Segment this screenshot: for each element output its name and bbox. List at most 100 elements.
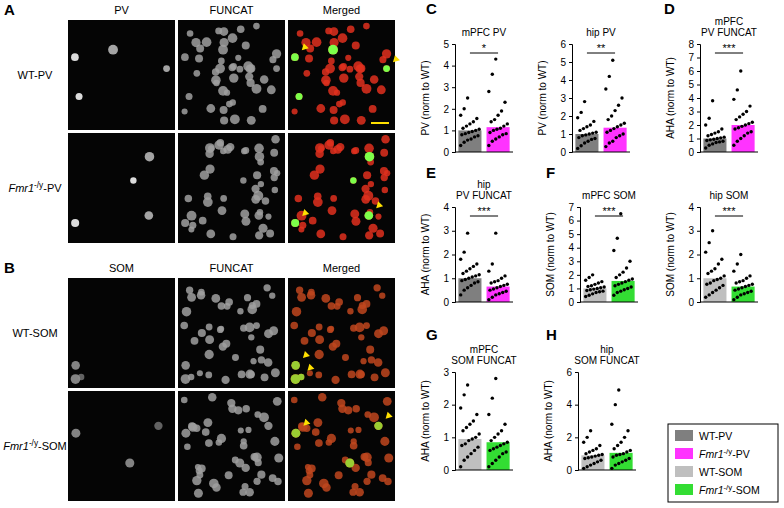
nucleus bbox=[352, 41, 360, 49]
data-point bbox=[598, 290, 601, 293]
micrograph-background bbox=[288, 391, 395, 501]
data-point bbox=[617, 104, 620, 107]
y-axis: 0123 bbox=[443, 367, 455, 476]
data-point bbox=[722, 274, 725, 277]
data-point bbox=[495, 286, 498, 289]
chart-title: hip bbox=[477, 179, 491, 190]
data-point bbox=[466, 286, 469, 289]
legend-label: Fmr1-/y-PV bbox=[699, 447, 750, 460]
y-axis-line bbox=[697, 45, 701, 153]
y-tick-label: 1 bbox=[568, 283, 574, 294]
nucleus bbox=[308, 464, 316, 472]
data-point bbox=[626, 287, 629, 290]
legend-swatch bbox=[675, 448, 693, 459]
nucleus bbox=[355, 427, 361, 433]
data-point bbox=[618, 453, 621, 456]
data-point bbox=[493, 118, 496, 121]
data-point bbox=[590, 138, 593, 141]
micrograph-background bbox=[178, 278, 285, 388]
data-point bbox=[706, 272, 709, 275]
image-column-title: Merged bbox=[323, 262, 360, 274]
micrograph-background bbox=[288, 20, 395, 130]
plot-area bbox=[581, 388, 632, 470]
data-point bbox=[739, 293, 742, 296]
nucleus bbox=[182, 307, 191, 316]
nucleus bbox=[181, 429, 190, 438]
data-point bbox=[502, 124, 505, 127]
y-tick-mark bbox=[575, 470, 578, 471]
nucleus bbox=[220, 195, 227, 202]
labeled-cell bbox=[364, 211, 373, 220]
data-point bbox=[496, 114, 499, 117]
data-point bbox=[593, 283, 596, 286]
data-point bbox=[620, 96, 623, 99]
nucleus bbox=[193, 425, 200, 432]
nucleus bbox=[307, 291, 316, 300]
data-point bbox=[467, 277, 470, 280]
plot-area bbox=[458, 377, 509, 470]
data-point bbox=[621, 460, 624, 463]
y-tick-mark bbox=[452, 152, 455, 153]
plot-area bbox=[703, 229, 754, 302]
data-point bbox=[462, 107, 465, 110]
data-point bbox=[588, 450, 591, 453]
micrograph bbox=[68, 391, 175, 501]
data-point bbox=[474, 129, 477, 132]
y-tick-mark bbox=[697, 255, 700, 256]
data-point bbox=[711, 291, 714, 294]
data-point bbox=[592, 287, 595, 290]
nucleus bbox=[270, 149, 278, 157]
y-tick-label: 6 bbox=[568, 215, 574, 226]
nucleus bbox=[256, 346, 264, 354]
figure: APVFUNCATMergedWT-PVFmr1-/y-PVBSOMFUNCAT… bbox=[0, 0, 784, 508]
data-point bbox=[717, 262, 720, 265]
data-point bbox=[499, 444, 502, 447]
data-point bbox=[705, 282, 708, 285]
data-point bbox=[500, 277, 503, 280]
y-tick: 2 bbox=[560, 111, 572, 122]
y-tick-mark bbox=[697, 231, 700, 232]
x-axis-line bbox=[700, 152, 758, 153]
nucleus bbox=[182, 108, 188, 114]
nucleus bbox=[215, 27, 222, 34]
y-tick-label: 1 bbox=[688, 273, 694, 284]
y-tick: 1 bbox=[443, 273, 455, 284]
data-point bbox=[473, 281, 476, 284]
significance-label: *** bbox=[478, 205, 492, 217]
y-tick-mark bbox=[569, 98, 572, 99]
y-tick-label: 4 bbox=[568, 242, 574, 253]
nucleus bbox=[294, 443, 301, 450]
y-axis-line bbox=[575, 373, 579, 471]
nucleus bbox=[380, 149, 388, 157]
nucleus bbox=[340, 233, 347, 240]
nucleus bbox=[226, 143, 234, 151]
micrograph bbox=[178, 20, 285, 130]
y-tick-label: 5 bbox=[568, 229, 574, 240]
nucleus bbox=[214, 140, 223, 149]
nucleus bbox=[191, 38, 200, 47]
y-tick-mark bbox=[452, 278, 455, 279]
nucleus bbox=[197, 370, 203, 376]
data-point bbox=[711, 99, 714, 102]
data-point bbox=[710, 269, 713, 272]
nucleus bbox=[264, 329, 273, 338]
labeled-cell bbox=[71, 429, 80, 438]
chart-title: mPFC bbox=[715, 16, 743, 27]
nucleus bbox=[273, 397, 282, 406]
y-tick-mark bbox=[577, 248, 580, 249]
x-axis-line bbox=[580, 302, 638, 303]
nucleus bbox=[360, 358, 366, 364]
nucleus bbox=[191, 337, 199, 345]
data-point bbox=[593, 137, 596, 140]
significance-label: * bbox=[482, 42, 487, 54]
data-point bbox=[608, 75, 611, 78]
nucleus bbox=[187, 30, 194, 37]
y-tick: 2 bbox=[688, 249, 700, 260]
y-tick: 4 bbox=[568, 242, 580, 253]
y-tick: 5 bbox=[568, 229, 580, 240]
nucleus bbox=[253, 23, 260, 30]
data-point bbox=[714, 141, 717, 144]
nucleus bbox=[270, 437, 279, 446]
data-point bbox=[718, 140, 721, 143]
data-point bbox=[585, 125, 588, 128]
